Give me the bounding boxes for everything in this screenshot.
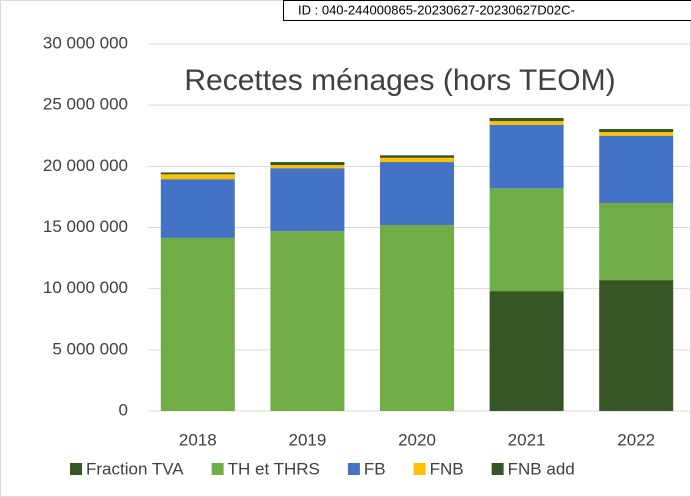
- legend-label: TH et THRS: [228, 459, 320, 478]
- bar-segment: [160, 237, 235, 411]
- bar-segment: [489, 291, 564, 411]
- y-tick-label: 25 000 000: [43, 95, 128, 114]
- bar-segment: [380, 155, 454, 158]
- y-tick-label: 10 000 000: [43, 278, 128, 297]
- bar-segment: [489, 188, 564, 292]
- bar-segment: [489, 124, 564, 189]
- bar-segment: [270, 168, 345, 232]
- y-tick-label: 30 000 000: [43, 33, 128, 52]
- legend-swatch: [70, 463, 82, 475]
- legend-swatch: [211, 463, 224, 475]
- legend-swatch: [347, 463, 360, 475]
- y-tick-label: 0: [119, 400, 128, 419]
- bar-segment: [270, 165, 345, 169]
- bar-segment: [599, 280, 674, 411]
- chart-title: Recettes ménages (hors TEOM): [184, 64, 615, 97]
- legend-label: FNB: [430, 459, 464, 478]
- x-tick-label: 2022: [617, 430, 655, 449]
- bar-segment: [380, 162, 454, 226]
- bar-segment: [270, 162, 345, 166]
- legend-label: Fraction TVA: [86, 459, 184, 478]
- bar-segment: [380, 157, 454, 163]
- bar-segment: [489, 118, 564, 122]
- y-tick-label: 20 000 000: [43, 156, 128, 175]
- legend-label: FB: [364, 459, 386, 478]
- x-tick-label: 2018: [179, 430, 217, 449]
- bar-segment: [599, 132, 674, 136]
- bar-segment: [160, 174, 235, 180]
- legend-label: FNB add: [508, 459, 575, 478]
- stamp-box: [283, 0, 691, 21]
- bar-segment: [599, 203, 674, 281]
- bar-segment: [160, 172, 235, 175]
- bar-segment: [380, 225, 454, 411]
- x-tick-label: 2020: [398, 430, 436, 449]
- legend-swatch: [491, 463, 504, 475]
- stamp: ID : 040-244000865-20230627-20230627D02C…: [298, 2, 575, 17]
- y-tick-label: 15 000 000: [43, 217, 128, 236]
- bar-segment: [489, 121, 564, 125]
- y-tick-label: 5 000 000: [52, 339, 128, 358]
- x-tick-label: 2019: [288, 430, 326, 449]
- legend-swatch: [413, 463, 426, 475]
- x-tick-label: 2021: [508, 430, 546, 449]
- bar-segment: [599, 129, 674, 133]
- bar-segment: [599, 135, 674, 204]
- bar-segment: [160, 179, 235, 238]
- bar-segment: [270, 231, 345, 411]
